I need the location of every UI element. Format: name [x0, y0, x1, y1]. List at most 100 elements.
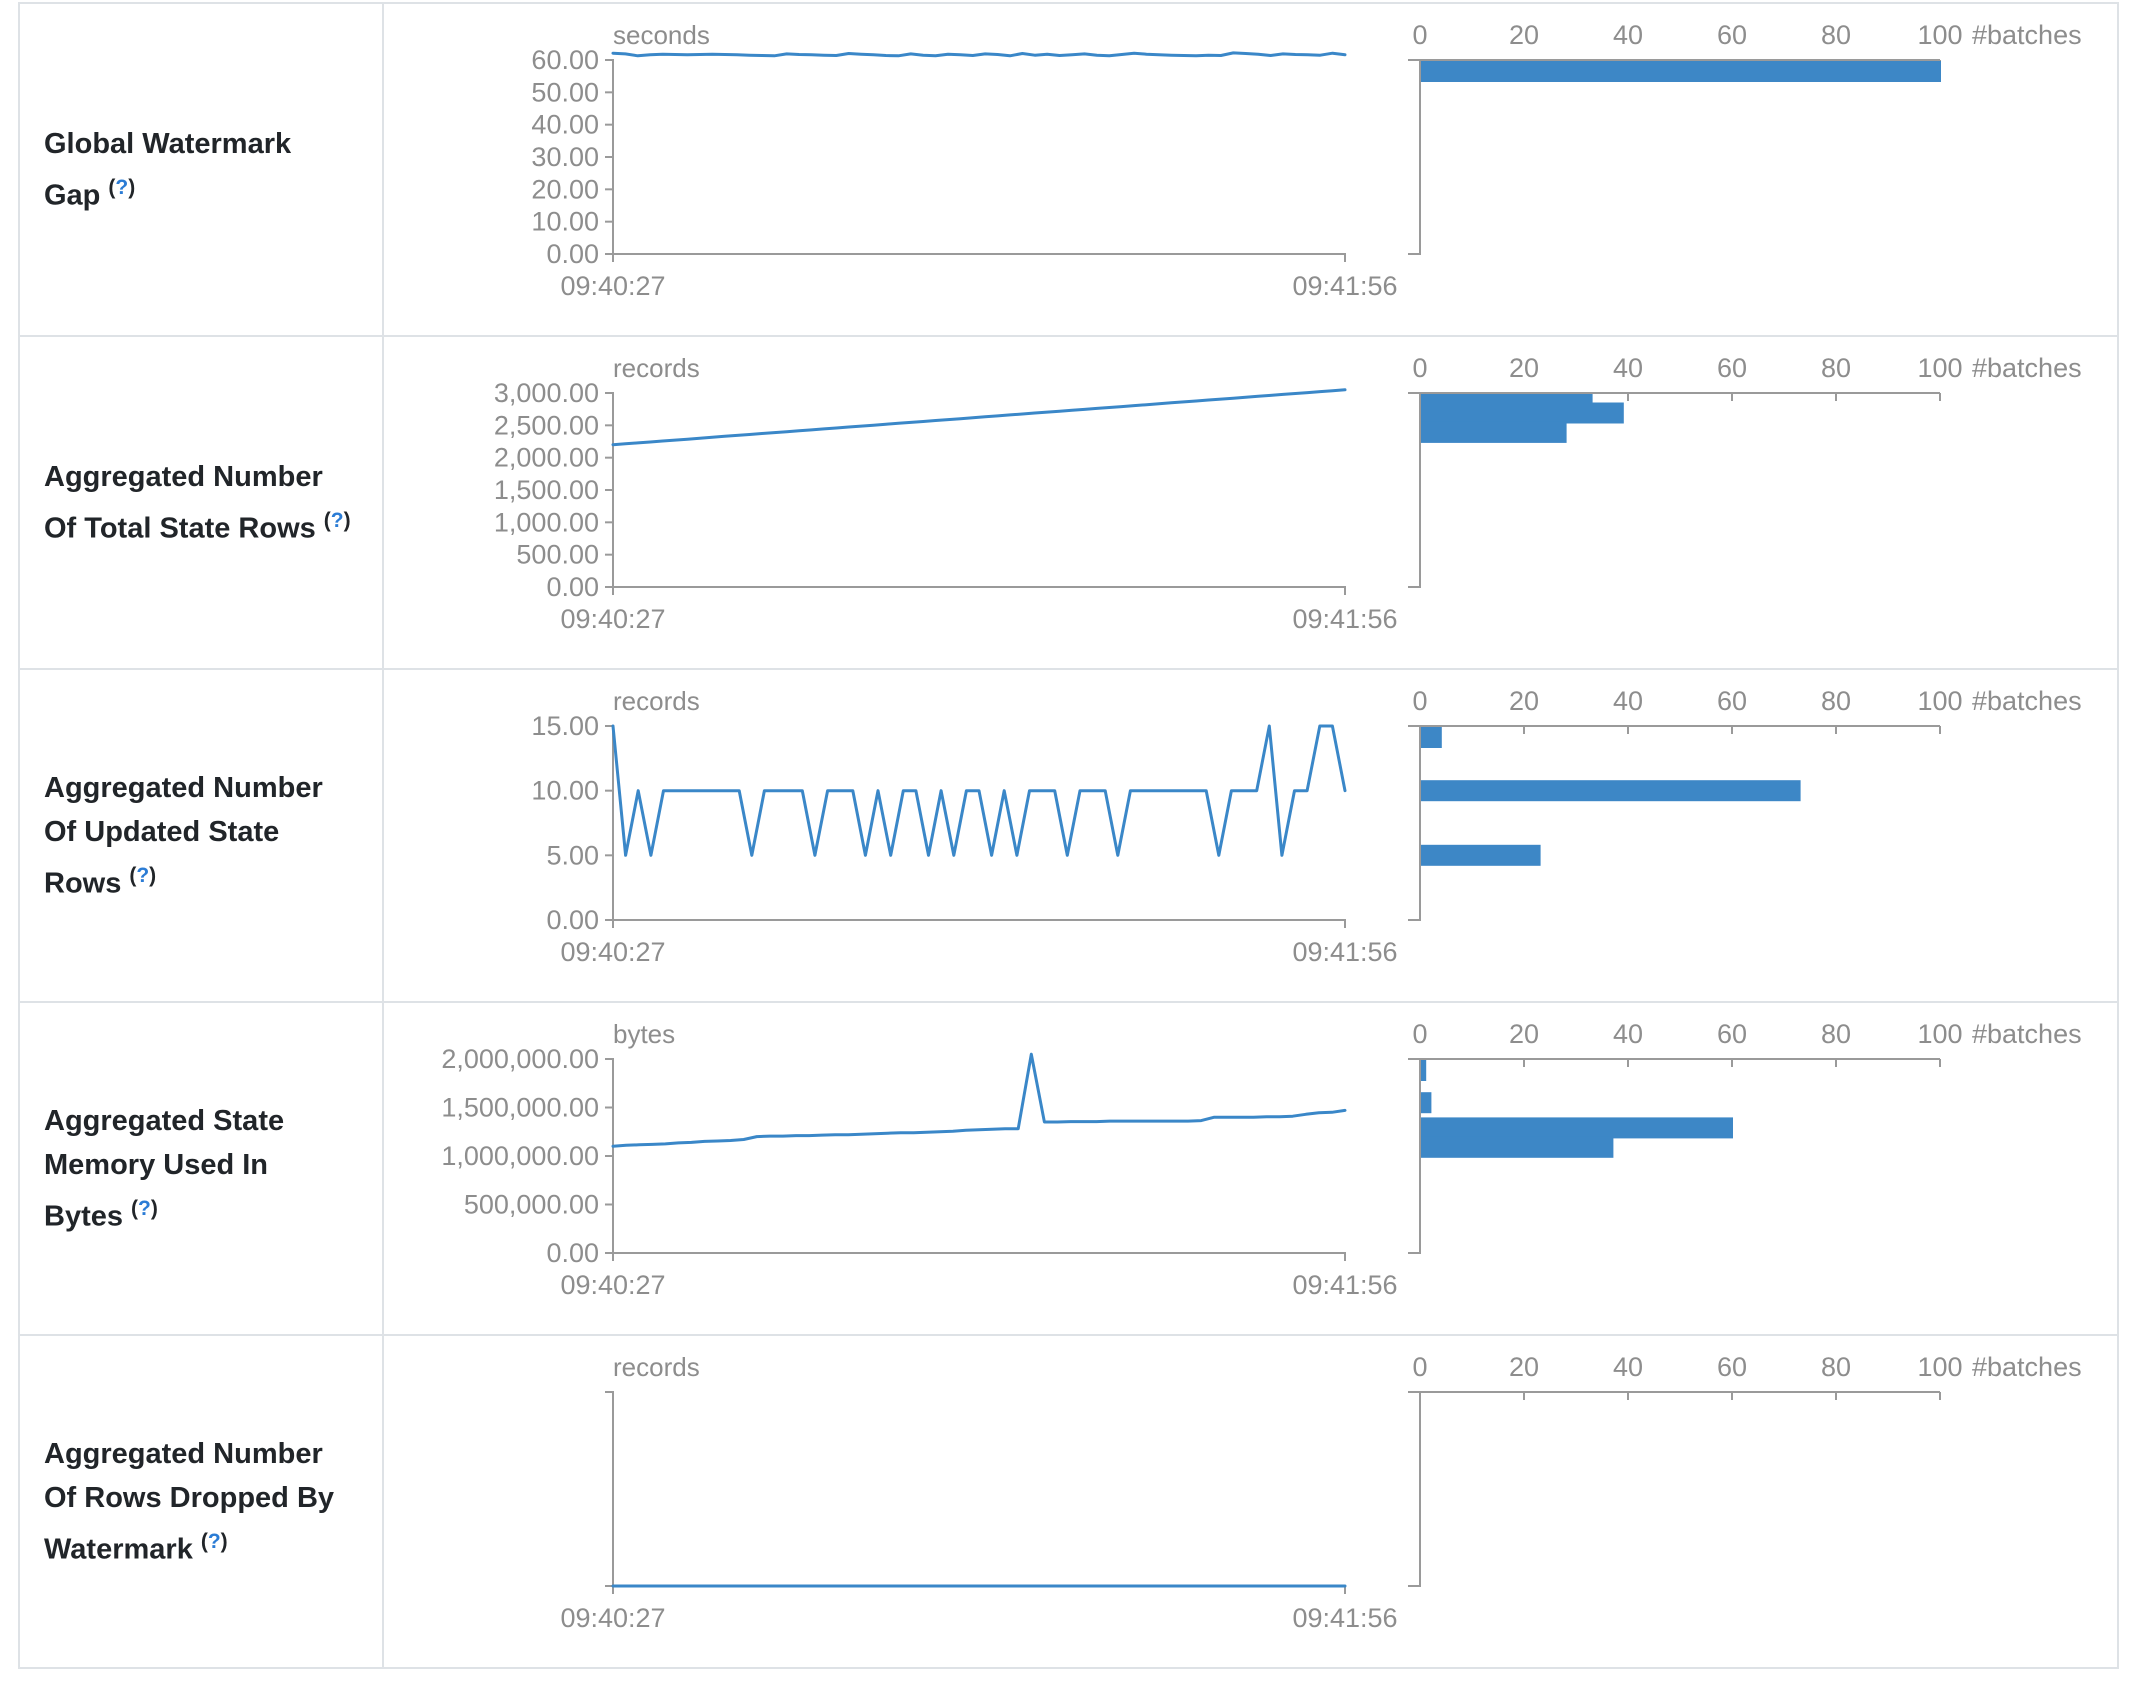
svg-text:09:40:27: 09:40:27	[560, 1603, 665, 1633]
timeline-and-histogram-chart: records3,000.002,500.002,000.001,500.001…	[494, 353, 2082, 634]
help-question-icon: ?	[330, 508, 344, 532]
svg-text:09:40:27: 09:40:27	[560, 1270, 665, 1300]
help-question-icon: ?	[138, 1196, 151, 1220]
help-tooltip-marker[interactable]: (?)	[200, 1529, 228, 1553]
charts-cell: bytes 2,000,000.00 1,500,000.00 1,000,000.0…	[384, 1003, 2117, 1334]
svg-text:40: 40	[1613, 1352, 1643, 1382]
svg-text:15.00: 15.00	[531, 711, 599, 741]
svg-text:0: 0	[1412, 1352, 1427, 1382]
metric-label: Global Watermark Gap (?)	[44, 122, 354, 218]
metric-label: Aggregated State Memory Used In Bytes (?)	[44, 1099, 354, 1239]
svg-text:#batches: #batches	[1972, 20, 2082, 50]
svg-text:records: records	[613, 686, 700, 716]
svg-text:09:40:27: 09:40:27	[560, 937, 665, 967]
charts-cell: records 3,000.00 2,500.00 2,000.00 1,500.00 1…	[384, 337, 2117, 668]
svg-text:09:41:56: 09:41:56	[1292, 271, 1397, 301]
metric-row-state-memory-used: Aggregated State Memory Used In Bytes (?)…	[20, 1003, 2117, 1336]
svg-text:0.00: 0.00	[546, 905, 599, 935]
svg-text:20: 20	[1509, 20, 1539, 50]
svg-text:0: 0	[1412, 686, 1427, 716]
svg-text:#batches: #batches	[1972, 353, 2082, 383]
timeline-and-histogram-chart: records 09:40:27 09:41:56 0 20 40 60 80 100 #batc…	[560, 1352, 2081, 1633]
svg-text:40: 40	[1613, 353, 1643, 383]
charts-cell: seconds 60.00 50.00 40.00 30.00 20.00 10.00 0.0…	[384, 4, 2117, 335]
metric-label: Aggregated Number Of Rows Dropped By Wat…	[44, 1432, 354, 1572]
metric-label-text: Aggregated Number Of Updated State Rows	[44, 771, 323, 900]
svg-text:60: 60	[1717, 1019, 1747, 1049]
svg-text:40: 40	[1613, 1019, 1643, 1049]
svg-text:100: 100	[1917, 686, 1962, 716]
svg-text:60: 60	[1717, 20, 1747, 50]
svg-text:80: 80	[1821, 353, 1851, 383]
svg-text:80: 80	[1821, 20, 1851, 50]
svg-text:80: 80	[1821, 1352, 1851, 1382]
svg-text:1,000.00: 1,000.00	[494, 507, 599, 537]
svg-text:09:40:27: 09:40:27	[560, 604, 665, 634]
timeline-and-histogram-chart: bytes 2,000,000.00 1,500,000.00 1,000,000.0…	[441, 1019, 2082, 1300]
svg-text:records: records	[613, 353, 700, 383]
svg-text:1,000,000.00: 1,000,000.00	[441, 1141, 599, 1171]
svg-text:500.00: 500.00	[516, 540, 599, 570]
svg-text:500,000.00: 500,000.00	[464, 1190, 599, 1220]
svg-text:20: 20	[1509, 1019, 1539, 1049]
svg-text:records: records	[613, 1352, 700, 1382]
svg-text:0: 0	[1412, 353, 1427, 383]
svg-text:20.00: 20.00	[531, 174, 599, 204]
svg-text:bytes: bytes	[613, 1019, 675, 1049]
svg-text:20: 20	[1509, 353, 1539, 383]
svg-text:40: 40	[1613, 20, 1643, 50]
svg-text:100: 100	[1917, 1019, 1962, 1049]
help-tooltip-marker[interactable]: (?)	[131, 1196, 158, 1220]
svg-text:100: 100	[1917, 1352, 1962, 1382]
charts-cell: records 15.00 10.00 5.00 0.00 09:40:27 09:41:5…	[384, 670, 2117, 1001]
svg-text:50.00: 50.00	[531, 77, 599, 107]
help-tooltip-marker[interactable]: (?)	[108, 175, 136, 199]
help-question-icon: ?	[115, 175, 129, 199]
svg-text:60: 60	[1717, 686, 1747, 716]
svg-text:09:41:56: 09:41:56	[1292, 937, 1397, 967]
timeline-and-histogram-chart: seconds 60.0050.0040.0030.0020.0010.000.0…	[531, 20, 2082, 301]
svg-text:80: 80	[1821, 1019, 1851, 1049]
metric-row-global-watermark-gap: Global Watermark Gap (?) seconds 60.00 50.0…	[20, 4, 2117, 337]
metric-label: Aggregated Number Of Total State Rows (?)	[44, 455, 354, 551]
svg-text:20: 20	[1509, 1352, 1539, 1382]
help-tooltip-marker[interactable]: (?)	[129, 863, 157, 887]
metric-label-cell: Aggregated State Memory Used In Bytes (?)	[20, 1003, 384, 1334]
metric-row-updated-state-rows: Aggregated Number Of Updated State Rows(…	[20, 670, 2117, 1003]
svg-text:30.00: 30.00	[531, 142, 599, 172]
svg-text:09:41:56: 09:41:56	[1292, 1603, 1397, 1633]
svg-text:40: 40	[1613, 686, 1643, 716]
metric-label-cell: Global Watermark Gap (?)	[20, 4, 384, 335]
help-question-icon: ?	[136, 863, 150, 887]
svg-text:0: 0	[1412, 1019, 1427, 1049]
metric-label-cell: Aggregated Number Of Total State Rows (?)	[20, 337, 384, 668]
metric-label-text: Aggregated Number Of Total State Rows	[44, 460, 323, 545]
metric-row-total-state-rows: Aggregated Number Of Total State Rows (?)…	[20, 337, 2117, 670]
metric-label-text: Aggregated Number Of Rows Dropped By Wat…	[44, 1437, 335, 1566]
svg-text:2,500.00: 2,500.00	[494, 410, 599, 440]
svg-text:60.00: 60.00	[531, 45, 599, 75]
svg-text:0.00: 0.00	[546, 1238, 599, 1268]
svg-text:60: 60	[1717, 1352, 1747, 1382]
svg-text:2,000,000.00: 2,000,000.00	[441, 1044, 599, 1074]
help-tooltip-marker[interactable]: (?)	[323, 508, 351, 532]
svg-text:0.00: 0.00	[546, 572, 599, 602]
svg-text:60: 60	[1717, 353, 1747, 383]
svg-text:#batches: #batches	[1972, 686, 2082, 716]
metric-label: Aggregated Number Of Updated State Rows(…	[44, 766, 354, 906]
svg-text:100: 100	[1917, 20, 1962, 50]
svg-text:0: 0	[1412, 20, 1427, 50]
metric-label-cell: Aggregated Number Of Rows Dropped By Wat…	[20, 1336, 384, 1667]
svg-text:09:41:56: 09:41:56	[1292, 1270, 1397, 1300]
svg-text:40.00: 40.00	[531, 110, 599, 140]
metric-label-cell: Aggregated Number Of Updated State Rows(…	[20, 670, 384, 1001]
svg-text:10.00: 10.00	[531, 207, 599, 237]
metric-row-rows-dropped-by-watermark: Aggregated Number Of Rows Dropped By Wat…	[20, 1336, 2117, 1669]
svg-text:seconds: seconds	[613, 20, 710, 50]
svg-text:#batches: #batches	[1972, 1019, 2082, 1049]
svg-text:2,000.00: 2,000.00	[494, 443, 599, 473]
svg-text:09:40:27: 09:40:27	[560, 271, 665, 301]
svg-text:10.00: 10.00	[531, 776, 599, 806]
charts-cell: records 09:40:27 09:41:56 0 20 40 60 80 100 #batc…	[384, 1336, 2117, 1667]
